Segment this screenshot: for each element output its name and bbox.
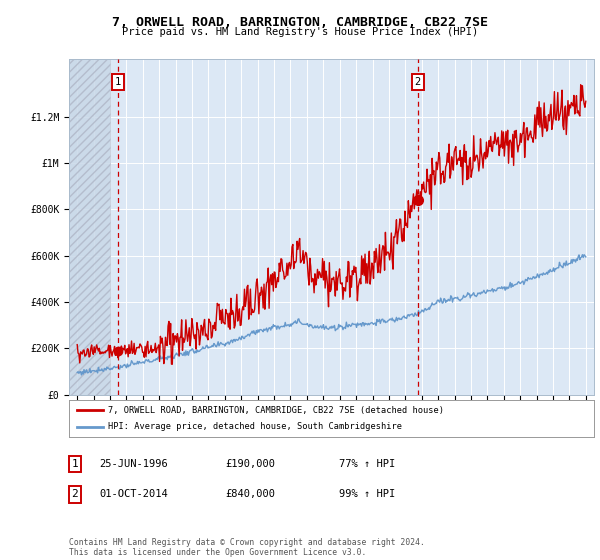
Text: £190,000: £190,000 <box>225 459 275 469</box>
Text: 25-JUN-1996: 25-JUN-1996 <box>99 459 168 469</box>
Text: 1: 1 <box>115 77 121 87</box>
Text: 2: 2 <box>71 489 79 500</box>
Text: Price paid vs. HM Land Registry's House Price Index (HPI): Price paid vs. HM Land Registry's House … <box>122 27 478 37</box>
Text: £840,000: £840,000 <box>225 489 275 500</box>
Text: 99% ↑ HPI: 99% ↑ HPI <box>339 489 395 500</box>
Bar <box>69 59 110 395</box>
Text: Contains HM Land Registry data © Crown copyright and database right 2024.
This d: Contains HM Land Registry data © Crown c… <box>69 538 425 557</box>
Text: 7, ORWELL ROAD, BARRINGTON, CAMBRIDGE, CB22 7SE (detached house): 7, ORWELL ROAD, BARRINGTON, CAMBRIDGE, C… <box>109 406 445 415</box>
Text: 77% ↑ HPI: 77% ↑ HPI <box>339 459 395 469</box>
Text: 2: 2 <box>415 77 421 87</box>
Text: HPI: Average price, detached house, South Cambridgeshire: HPI: Average price, detached house, Sout… <box>109 422 403 431</box>
Text: 01-OCT-2014: 01-OCT-2014 <box>99 489 168 500</box>
Text: 7, ORWELL ROAD, BARRINGTON, CAMBRIDGE, CB22 7SE: 7, ORWELL ROAD, BARRINGTON, CAMBRIDGE, C… <box>112 16 488 29</box>
Text: 1: 1 <box>71 459 79 469</box>
